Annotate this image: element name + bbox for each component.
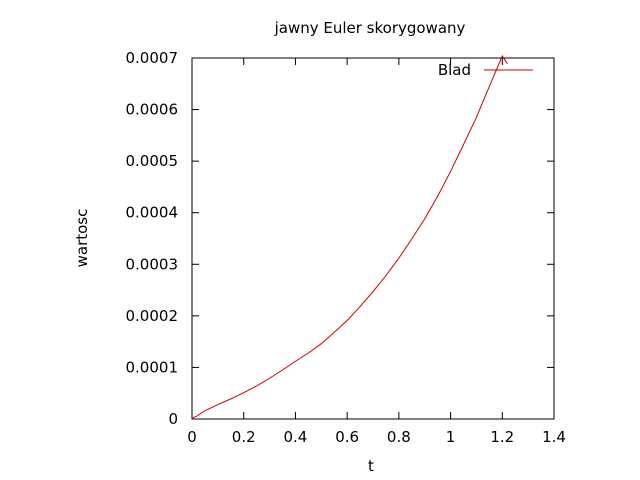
y-tick-label: 0.0003 <box>126 255 179 273</box>
y-tick-label: 0 <box>168 410 178 428</box>
x-tick-label: 0.6 <box>335 428 359 446</box>
x-tick-label: 0.2 <box>232 428 256 446</box>
plot-frame <box>191 57 555 420</box>
x-tick-label: 0.8 <box>387 428 411 446</box>
y-tick-label: 0.0006 <box>126 101 179 119</box>
chart-title: jawny Euler skorygowany <box>274 19 466 37</box>
series-line-0 <box>191 54 508 419</box>
x-tick-label: 1 <box>446 428 456 446</box>
y-tick-label: 0.0007 <box>126 49 179 67</box>
y-axis-label: wartosc <box>73 209 91 268</box>
series-layer <box>191 54 508 419</box>
legend-label: Blad <box>438 61 471 79</box>
y-axis: 0 0.0001 0.0002 0.0003 0.0004 0.0005 0.0006 0.0… <box>126 49 554 428</box>
x-tick-label: 1.4 <box>542 428 566 446</box>
x-axis: 0 0.2 0.4 0.6 0.8 1 1.2 1.4 <box>187 58 566 446</box>
legend: Blad <box>438 61 533 79</box>
y-tick-label: 0.0001 <box>126 358 179 376</box>
x-tick-label: 0.4 <box>283 428 307 446</box>
y-tick-label: 0.0004 <box>126 204 179 222</box>
y-tick-label: 0.0002 <box>126 307 179 325</box>
x-tick-label: 1.2 <box>490 428 514 446</box>
x-axis-label: t <box>368 457 374 475</box>
x-tick-label: 0 <box>187 428 197 446</box>
y-tick-label: 0.0005 <box>126 152 179 170</box>
